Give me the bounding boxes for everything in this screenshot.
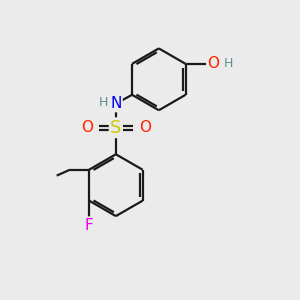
Text: H: H <box>99 96 108 109</box>
Text: N: N <box>110 96 122 111</box>
Text: O: O <box>207 56 219 71</box>
Text: O: O <box>81 120 93 135</box>
Text: F: F <box>85 218 94 232</box>
Text: H: H <box>224 57 233 70</box>
Text: O: O <box>139 120 151 135</box>
Text: S: S <box>110 119 122 137</box>
